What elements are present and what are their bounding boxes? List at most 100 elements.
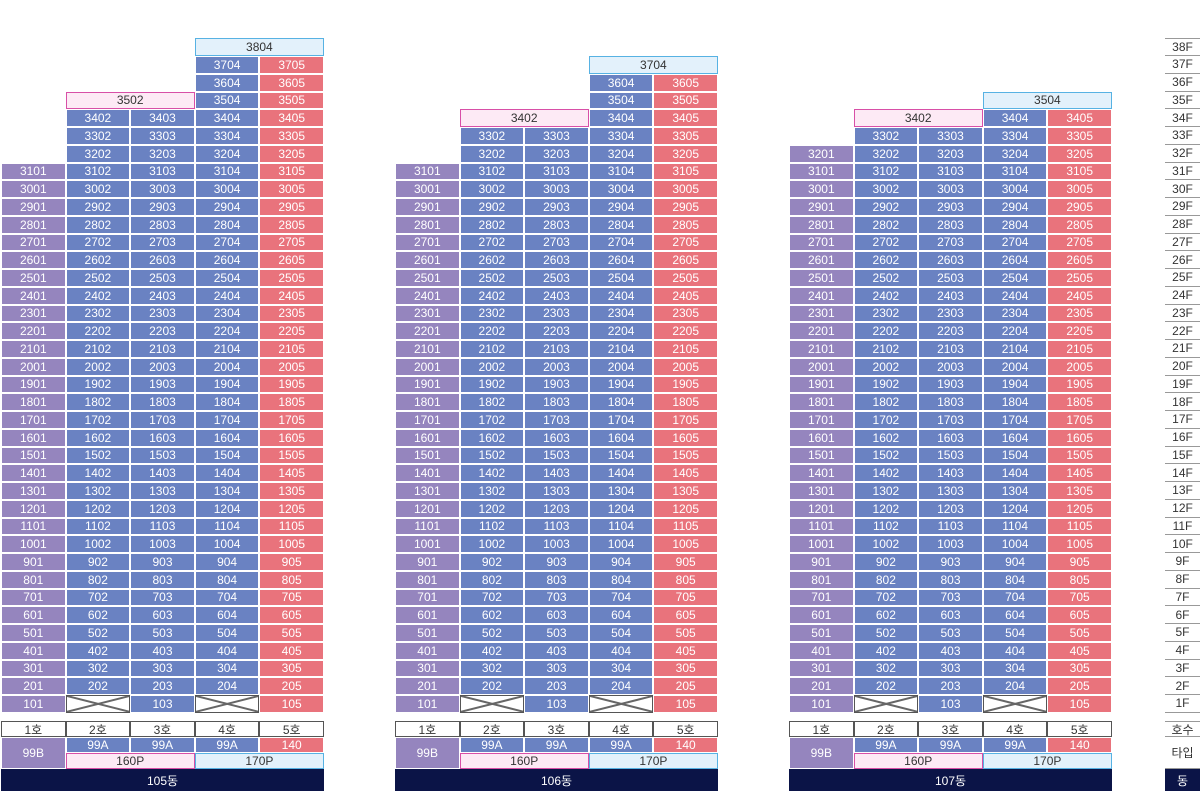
unit-cell: 204 [588,677,654,695]
unit-cell: 2204 [588,322,654,340]
unit-cell: 504 [194,624,260,642]
unit-cell: 505 [653,624,718,642]
unit-cell: 3205 [259,144,324,163]
unit-cell: 2505 [653,269,718,287]
unit-cell: 3404 [982,109,1048,127]
unit-cell: 2903 [524,198,589,216]
unit-cell: 304 [194,659,260,678]
unit-cell: 2803 [130,215,195,234]
penthouse-unit-160p: 3402 [459,109,589,127]
unit-cell: 3605 [653,73,718,92]
unit-cell: 1501 [789,446,854,465]
unit-cell: 1503 [918,446,983,465]
floor-label: 16F [1165,429,1200,447]
unit-cell: 2805 [653,215,718,234]
unit-cell: 2503 [524,269,589,287]
unit-cell: 1802 [65,393,131,411]
penthouse-type-160p: 160P [65,753,195,769]
floor-label: 3F [1165,660,1200,678]
unit-cell: 805 [1047,570,1112,589]
unit-cell: 2104 [194,340,260,358]
unit-cell: 2501 [789,269,854,287]
penthouse-unit-170p: 3504 [982,91,1112,110]
unit-cell: 303 [918,659,983,678]
unit-cell: 1303 [918,482,983,500]
unit-cell: 1705 [1047,411,1112,429]
unit-cell: 1003 [918,535,983,553]
unit-cell: 2001 [1,357,66,376]
unit-cell: 1405 [1047,464,1112,482]
unit-cell: 905 [1047,553,1112,571]
unit-cell: 302 [459,659,525,678]
unit-cell: 901 [789,553,854,571]
unit-cell: 3202 [459,144,525,163]
unit-cell: 2201 [1,322,66,340]
type-label-99b: 99B [395,737,460,769]
unit-cell: 2503 [918,269,983,287]
floor-label: 15F [1165,447,1200,465]
unit-cell: 2604 [194,251,260,269]
unit-cell: 3203 [130,144,195,163]
unit-cell: 2201 [395,322,460,340]
line-label: 2호 [65,721,131,737]
unit-cell: 2303 [524,304,589,323]
unit-cell: 902 [65,553,131,571]
unit-cell: 1405 [259,464,324,482]
unit-cell: 1801 [789,393,854,411]
unit-cell: 3304 [194,127,260,145]
unit-cell: 3204 [194,144,260,163]
unit-cell: 2305 [1047,304,1112,323]
unit-cell: 1701 [395,411,460,429]
unit-cell: 2801 [1,215,66,234]
unit-cell: 1301 [395,482,460,500]
unit-cell: 804 [982,570,1048,589]
unit-cell: 1001 [789,535,854,553]
non-residential-unit [982,695,1048,713]
line-label: 4호 [588,721,654,737]
unit-cell: 2502 [65,269,131,287]
unit-cell: 2802 [853,215,919,234]
unit-cell: 202 [459,677,525,695]
floor-label: 7F [1165,589,1200,607]
unit-cell: 2504 [982,269,1048,287]
unit-cell: 3604 [194,73,260,92]
unit-cell: 1701 [789,411,854,429]
unit-cell: 2501 [395,269,460,287]
unit-cell: 705 [653,588,718,607]
unit-cell: 1705 [259,411,324,429]
unit-cell: 2902 [853,198,919,216]
unit-cell: 804 [588,570,654,589]
building-name-bar: 106동 [395,769,718,791]
unit-cell: 2403 [918,286,983,305]
unit-cell: 1205 [259,499,324,518]
line-label: 1호 [395,721,460,737]
unit-cell: 1204 [588,499,654,518]
unit-cell: 801 [1,570,66,589]
unit-cell: 401 [789,641,854,660]
crossed-box-icon [67,696,130,712]
unit-cell: 3204 [982,144,1048,163]
unit-cell: 2505 [1047,269,1112,287]
unit-cell: 2402 [853,286,919,305]
unit-cell: 1001 [395,535,460,553]
unit-cell: 3705 [259,56,324,74]
penthouse-unit-170p: 3704 [588,56,718,74]
unit-cell: 1305 [653,482,718,500]
unit-cell: 2304 [194,304,260,323]
unit-cell: 3205 [653,144,718,163]
unit-cell: 505 [1047,624,1112,642]
unit-cell: 1805 [259,393,324,411]
unit-cell: 101 [789,695,854,713]
penthouse-type-160p: 160P [853,753,983,769]
unit-cell: 2802 [65,215,131,234]
unit-cell: 2202 [853,322,919,340]
unit-cell: 2001 [789,357,854,376]
unit-cell: 2701 [395,233,460,252]
penthouse-type-170p: 170P [982,753,1112,769]
floor-label: 25F [1165,269,1200,287]
unit-cell: 3304 [982,127,1048,145]
unit-cell: 3104 [982,162,1048,181]
line-label: 2호 [459,721,525,737]
unit-cell: 3302 [65,127,131,145]
unit-cell: 601 [1,606,66,624]
